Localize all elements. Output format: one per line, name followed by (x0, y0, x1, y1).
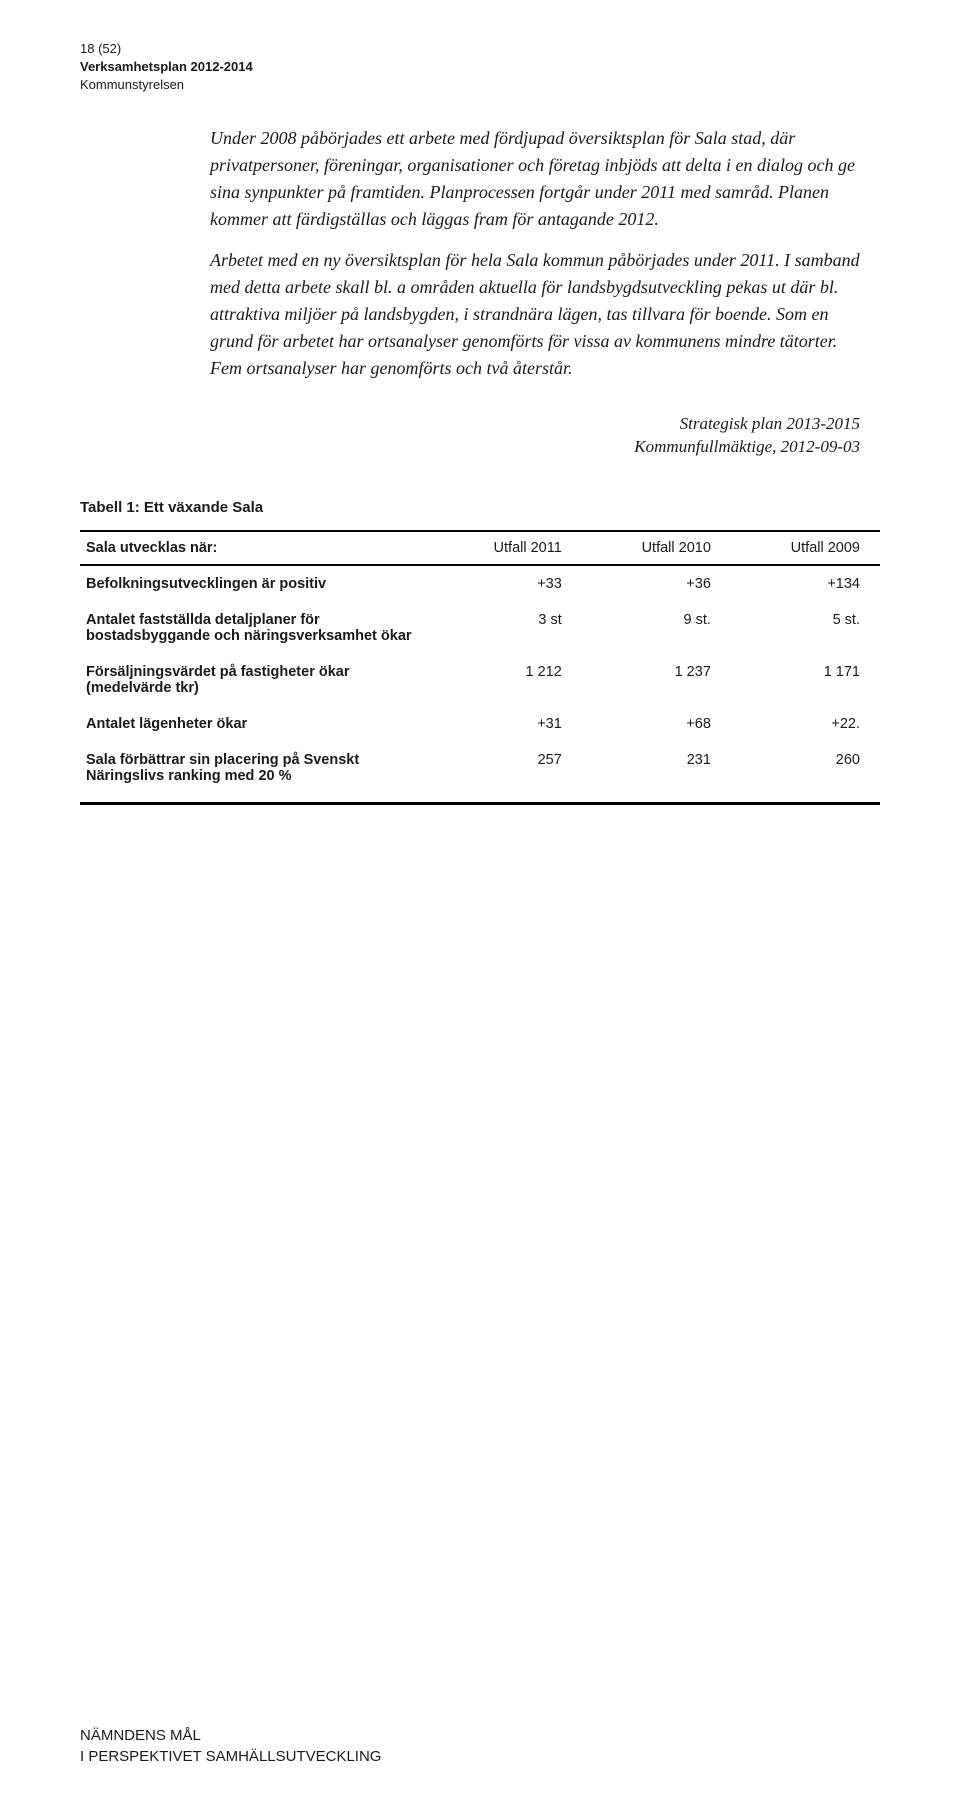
row-val-2009: +22. (731, 706, 880, 742)
row-label: Antalet fastställda detaljplaner för bos… (80, 602, 433, 654)
attribution-block: Strategisk plan 2013-2015 Kommunfullmäkt… (210, 412, 860, 460)
table-row: Antalet lägenheter ökar +31 +68 +22. (80, 706, 880, 742)
document-title: Verksamhetsplan 2012-2014 (80, 58, 880, 76)
row-val-2010: +68 (582, 706, 731, 742)
row-val-2011: 1 212 (433, 654, 582, 706)
paragraph-2: Arbetet med en ny översiktsplan för hela… (210, 247, 860, 382)
data-table: Sala utvecklas när: Utfall 2011 Utfall 2… (80, 530, 880, 805)
row-val-2011: +33 (433, 565, 582, 602)
row-val-2010: +36 (582, 565, 731, 602)
th-label: Sala utvecklas när: (80, 531, 433, 565)
row-val-2010: 1 237 (582, 654, 731, 706)
th-2010: Utfall 2010 (582, 531, 731, 565)
row-val-2009: 1 171 (731, 654, 880, 706)
row-val-2009: 5 st. (731, 602, 880, 654)
table-row: Sala förbättrar sin placering på Svenskt… (80, 742, 880, 804)
organization-name: Kommunstyrelsen (80, 76, 880, 94)
row-val-2010: 9 st. (582, 602, 731, 654)
row-val-2011: 257 (433, 742, 582, 804)
th-2011: Utfall 2011 (433, 531, 582, 565)
row-label: Försäljningsvärdet på fastigheter ökar (… (80, 654, 433, 706)
attribution-line-1: Strategisk plan 2013-2015 (210, 412, 860, 436)
table-row: Försäljningsvärdet på fastigheter ökar (… (80, 654, 880, 706)
page-header: 18 (52) Verksamhetsplan 2012-2014 Kommun… (80, 40, 880, 95)
page-number: 18 (52) (80, 40, 880, 58)
page-footer: NÄMNDENS MÅL I PERSPEKTIVET SAMHÄLLSUTVE… (80, 1725, 381, 1769)
attribution-line-2: Kommunfullmäktige, 2012-09-03 (210, 435, 860, 459)
row-val-2010: 231 (582, 742, 731, 804)
row-label: Sala förbättrar sin placering på Svenskt… (80, 742, 433, 804)
th-2009: Utfall 2009 (731, 531, 880, 565)
row-val-2009: 260 (731, 742, 880, 804)
footer-line-1: NÄMNDENS MÅL (80, 1725, 381, 1747)
table-row: Antalet fastställda detaljplaner för bos… (80, 602, 880, 654)
body-text-block: Under 2008 påbörjades ett arbete med för… (210, 125, 860, 382)
table-row: Befolkningsutvecklingen är positiv +33 +… (80, 565, 880, 602)
row-label: Befolkningsutvecklingen är positiv (80, 565, 433, 602)
row-val-2011: 3 st (433, 602, 582, 654)
footer-line-2: I PERSPEKTIVET SAMHÄLLSUTVECKLING (80, 1746, 381, 1768)
paragraph-1: Under 2008 påbörjades ett arbete med för… (210, 125, 860, 233)
table-title: Tabell 1: Ett växande Sala (80, 499, 880, 516)
row-val-2011: +31 (433, 706, 582, 742)
row-val-2009: +134 (731, 565, 880, 602)
table-header-row: Sala utvecklas när: Utfall 2011 Utfall 2… (80, 531, 880, 565)
row-label: Antalet lägenheter ökar (80, 706, 433, 742)
